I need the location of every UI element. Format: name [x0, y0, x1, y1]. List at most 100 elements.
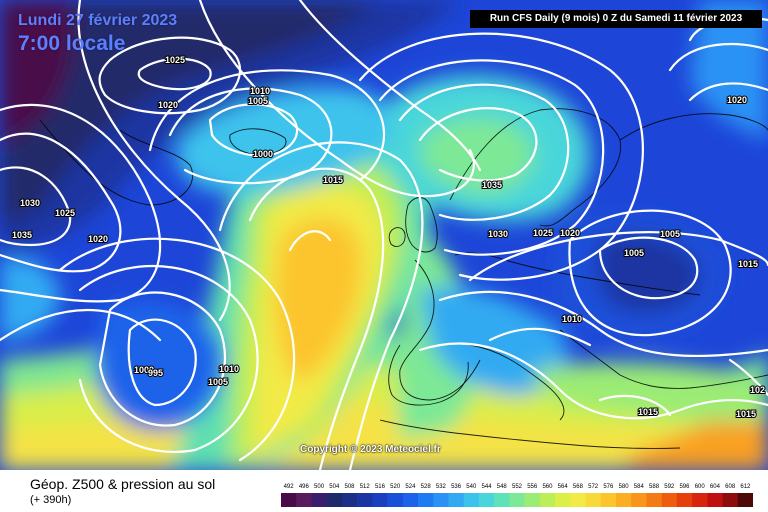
ireland-coast: [388, 227, 406, 247]
isobar-label: 995: [148, 368, 163, 378]
isobar-1015-b: [298, 0, 482, 172]
isobar-label: 1035: [12, 230, 32, 240]
iberia-coast: [388, 344, 469, 406]
isobar-label: 1015: [736, 409, 756, 419]
scale-label: 608: [725, 484, 736, 490]
scale-swatch: [372, 493, 388, 507]
scale-swatch: [296, 493, 312, 507]
scale-label: 496: [299, 484, 310, 490]
scale-swatch: [585, 493, 602, 507]
scale-label: 600: [695, 484, 706, 490]
scale-swatch: [555, 493, 571, 507]
scale-label: 548: [497, 484, 508, 490]
isobar-ridge-inner: [288, 230, 332, 252]
scale-label: 572: [588, 484, 599, 490]
isobar-label: 1000: [134, 365, 154, 375]
russia-north-coast: [619, 113, 768, 141]
scale-label: 604: [710, 484, 721, 490]
legend-title: Géop. Z500 & pression au sol: [30, 476, 216, 492]
scale-swatch: [570, 493, 586, 507]
isobar-label: 1025: [55, 208, 75, 218]
scale-swatch: [661, 493, 678, 507]
scale-label: 560: [542, 484, 553, 490]
scale-swatch: [707, 493, 723, 507]
isobar-label: 1020: [727, 95, 747, 105]
scale-swatch: [281, 493, 297, 507]
isobar-1010-adriatic: [488, 327, 592, 347]
isobar-label: 1035: [482, 180, 502, 190]
isobar-label: 1015: [738, 259, 758, 269]
forecast-date: Lundi 27 février 2023: [18, 12, 178, 29]
scale-label: 492: [284, 484, 295, 490]
isobar-1015-east: [468, 231, 768, 282]
isobar-label: 1005: [624, 248, 644, 258]
legend-subtitle: (+ 390h): [30, 494, 72, 506]
france-iberia-coast: [399, 259, 481, 401]
scale-swatch: [737, 493, 753, 507]
isobar-995-low: [127, 318, 197, 407]
scale-label: 564: [558, 484, 569, 490]
scale-swatch: [357, 493, 373, 507]
isobar-label: 1005: [248, 96, 268, 106]
scale-swatch: [326, 493, 343, 507]
isobar-1025-closed: [137, 57, 212, 91]
isobar-label: 1010: [250, 86, 270, 96]
isobar-1020-scand: [358, 32, 644, 281]
great-britain-coast: [405, 197, 438, 253]
isobar-1020-west: [77, 0, 231, 322]
scale-swatch: [494, 493, 510, 507]
scale-label: 500: [314, 484, 325, 490]
scale-swatch: [676, 493, 693, 507]
forecast-time: 7:00 locale: [18, 32, 126, 55]
isobar-label: 1015: [323, 175, 343, 185]
scale-swatch: [615, 493, 632, 507]
isobar-1015-med: [438, 290, 768, 358]
isobar-label: 1030: [20, 198, 40, 208]
isobar-1020-closed: [98, 36, 242, 115]
scale-swatch: [463, 493, 480, 507]
scale-swatch: [311, 493, 327, 507]
isobar-label: 102: [750, 385, 765, 395]
run-info-box: Run CFS Daily (9 mois) 0 Z du Samedi 11 …: [470, 10, 762, 28]
isobar-label: 1000: [253, 149, 273, 159]
scale-label: 576: [603, 484, 614, 490]
scale-swatch: [524, 493, 541, 507]
isobar-1005: [168, 87, 333, 185]
isobar-label: 1020: [560, 228, 580, 238]
scale-swatch: [448, 493, 465, 507]
coastlines: [39, 108, 768, 449]
scale-label: 580: [619, 484, 630, 490]
scale-swatch: [646, 493, 662, 507]
scale-swatch: [509, 493, 525, 507]
scale-label: 544: [482, 484, 493, 490]
isobar-1015-greece: [598, 394, 672, 417]
isobar-label: 1030: [488, 229, 508, 239]
scandinavia-coast: [449, 108, 622, 227]
scale-label: 556: [527, 484, 538, 490]
isobar-label: 1025: [165, 55, 185, 65]
scale-swatch: [341, 493, 358, 507]
isobar-label: 1025: [533, 228, 553, 238]
isobar-1020-se: [728, 358, 768, 397]
isobar-ridge-1: [248, 167, 385, 470]
isobar-label: 1020: [88, 234, 108, 244]
isobars: [0, 0, 768, 470]
isobar-1035-west: [0, 166, 72, 247]
north-africa-coast: [379, 419, 681, 449]
scale-label: 596: [679, 484, 690, 490]
scale-label: 592: [664, 484, 675, 490]
isobar-1005-low: [78, 264, 259, 453]
iceland-coast: [229, 128, 287, 156]
scale-swatch: [402, 493, 419, 507]
isobar-1000: [208, 103, 299, 157]
scale-label: 552: [512, 484, 523, 490]
scale-label: 612: [740, 484, 751, 490]
scale-swatch: [478, 493, 495, 507]
isobar-label: 1010: [219, 364, 239, 374]
scale-swatch: [418, 493, 434, 507]
scale-swatch: [631, 493, 647, 507]
scale-label: 536: [451, 484, 462, 490]
scale-label: 520: [390, 484, 401, 490]
